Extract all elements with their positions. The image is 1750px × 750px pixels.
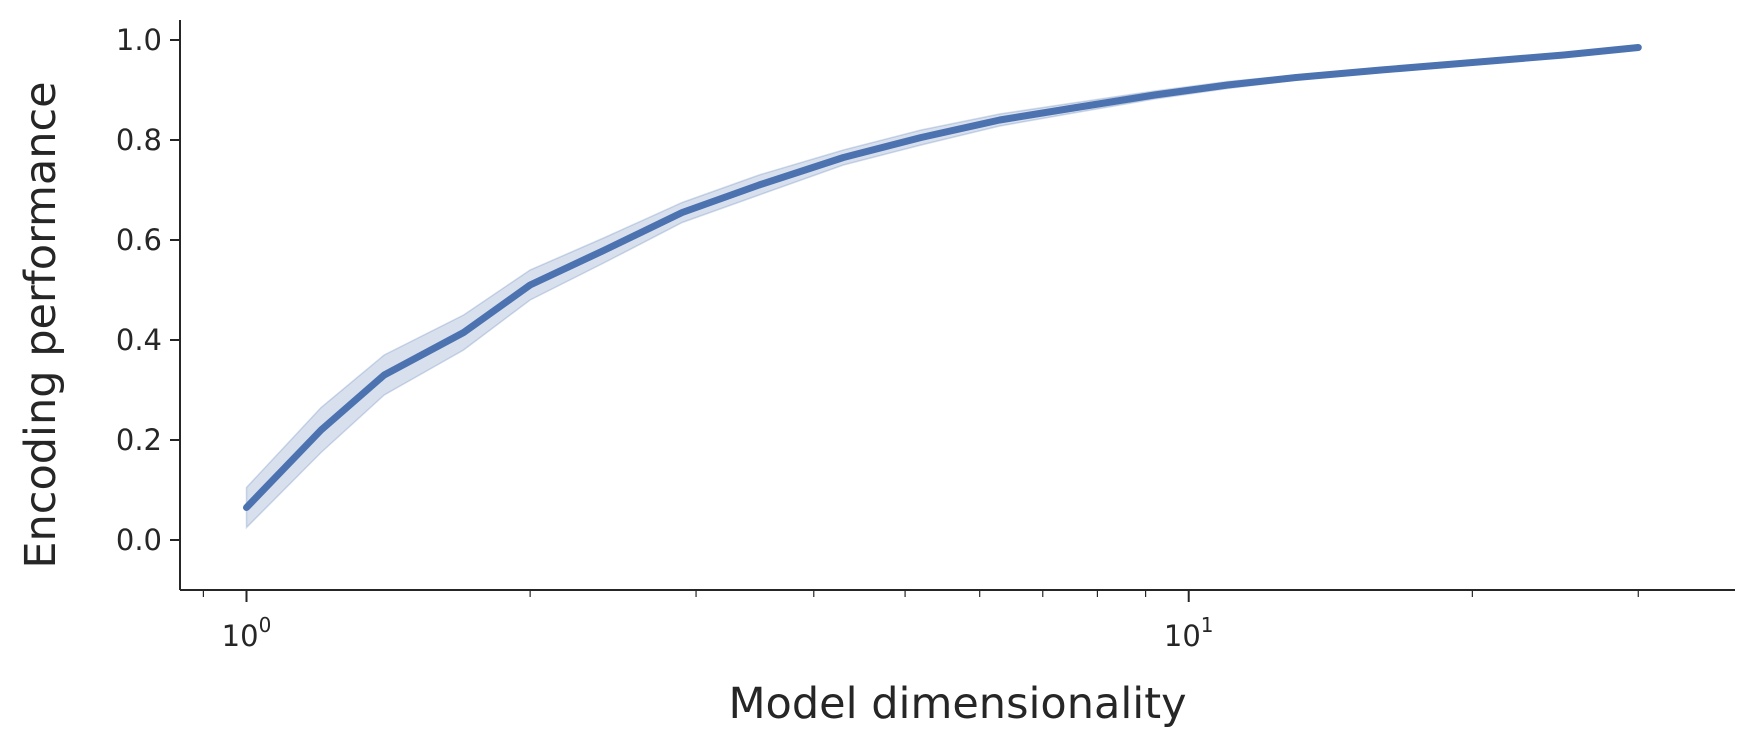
y-tick-label: 0.0 [116,523,162,557]
x-axis-title: Model dimensionality [728,679,1186,729]
y-tick-label: 1.0 [116,23,162,57]
series-line [243,44,1642,511]
x-tick-label: 100 [222,613,272,653]
series-layer [243,44,1642,530]
y-tick-label: 0.6 [116,223,162,257]
y-tick-label: 0.4 [116,323,162,357]
y-tick-label: 0.2 [116,423,162,457]
x-ticks: 100 101 [222,590,1214,653]
x-tick-label: 101 [1164,613,1214,653]
y-ticks: 0.0 0.2 0.4 0.6 0.8 1.0 [116,23,180,557]
x-minor-ticks [202,590,1639,597]
y-axis-title: Encoding performance [16,81,66,568]
y-tick-label: 0.8 [116,123,162,157]
confidence-band [245,45,1640,530]
